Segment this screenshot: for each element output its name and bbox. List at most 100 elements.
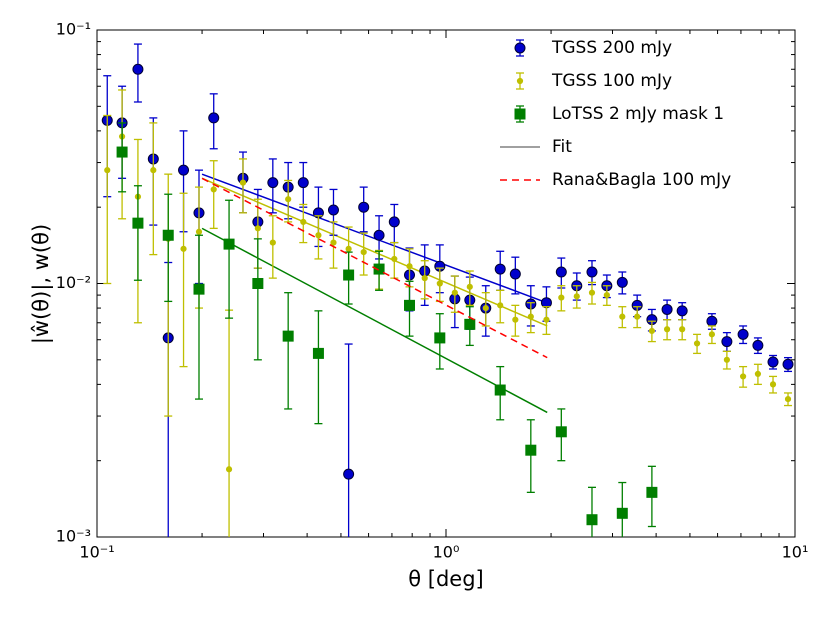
marker <box>509 268 521 280</box>
marker <box>737 328 749 340</box>
marker <box>193 283 205 295</box>
marker <box>723 356 730 363</box>
marker <box>360 249 367 256</box>
marker <box>421 275 428 282</box>
y-tick-label: 10⁻² <box>56 273 91 292</box>
marker <box>195 228 203 235</box>
marker <box>223 238 235 250</box>
marker <box>708 331 716 338</box>
marker <box>769 381 777 388</box>
marker <box>451 289 458 296</box>
fit-line <box>201 227 548 414</box>
marker <box>345 245 352 252</box>
marker <box>494 384 506 396</box>
marker <box>663 326 671 333</box>
dashed-line <box>201 177 548 359</box>
fit-line <box>201 173 544 303</box>
marker <box>494 263 506 275</box>
marker <box>300 218 307 225</box>
marker <box>586 514 598 526</box>
marker <box>543 316 550 323</box>
x-tick-label: 10⁻¹ <box>79 543 114 562</box>
marker <box>132 217 144 229</box>
legend-marker <box>514 108 526 120</box>
marker <box>588 289 596 296</box>
marker <box>269 239 276 246</box>
marker <box>285 196 292 203</box>
marker <box>784 395 792 403</box>
marker <box>706 315 718 327</box>
marker <box>225 466 233 473</box>
marker <box>721 336 733 348</box>
marker <box>754 370 762 377</box>
marker <box>150 167 157 174</box>
marker <box>104 167 111 174</box>
legend-label: Rana&Bagla 100 mJy <box>552 170 731 190</box>
marker <box>616 507 628 519</box>
marker <box>162 229 174 241</box>
legend-label: TGSS 200 mJy <box>551 38 672 58</box>
marker <box>388 216 400 228</box>
marker <box>358 201 370 213</box>
x-tick-label: 10⁰ <box>433 543 460 562</box>
marker <box>693 340 701 347</box>
marker <box>373 263 385 275</box>
marker <box>512 316 519 323</box>
marker <box>178 164 190 176</box>
marker <box>679 326 686 333</box>
marker <box>267 177 279 189</box>
marker <box>555 266 567 278</box>
marker <box>603 291 610 299</box>
x-axis-label: θ [deg] <box>408 567 484 591</box>
marker <box>391 255 398 263</box>
marker <box>767 356 779 368</box>
marker <box>497 302 504 309</box>
marker <box>373 229 385 241</box>
marker <box>315 232 322 239</box>
marker <box>739 373 747 380</box>
marker <box>555 426 567 438</box>
marker <box>208 112 220 124</box>
marker <box>619 313 626 320</box>
y-axis-label: |ŵ(θ)|, w(θ) <box>29 224 54 344</box>
x-tick-label: 10¹ <box>782 543 809 562</box>
marker <box>297 177 309 189</box>
marker <box>634 313 641 320</box>
y-tick-label: 10⁻¹ <box>56 20 91 39</box>
marker <box>132 63 144 75</box>
marker <box>558 294 565 301</box>
marker <box>436 280 443 287</box>
marker <box>434 332 446 344</box>
y-tick-label: 10⁻³ <box>56 527 91 546</box>
marker <box>466 283 473 290</box>
marker <box>239 179 247 186</box>
marker <box>343 269 355 281</box>
marker <box>116 146 128 158</box>
legend-label: LoTSS 2 mJy mask 1 <box>552 104 724 124</box>
marker <box>180 245 187 252</box>
marker <box>586 266 598 278</box>
marker <box>527 313 534 320</box>
marker <box>482 304 489 312</box>
marker <box>327 204 339 216</box>
marker <box>312 347 324 359</box>
marker <box>464 318 476 330</box>
marker <box>646 486 658 498</box>
legend-label: Fit <box>552 137 572 157</box>
marker <box>282 330 294 342</box>
marker <box>782 358 794 370</box>
marker <box>616 276 628 288</box>
marker <box>252 278 264 289</box>
marker <box>343 468 355 480</box>
legend-label: TGSS 100 mJy <box>551 71 672 91</box>
marker <box>254 225 261 232</box>
marker <box>404 299 416 311</box>
marker <box>752 339 764 351</box>
fit-line <box>201 177 548 327</box>
marker <box>406 263 413 270</box>
marker <box>676 305 688 317</box>
marker <box>648 327 655 335</box>
legend-marker <box>514 42 526 54</box>
marker <box>525 444 537 456</box>
